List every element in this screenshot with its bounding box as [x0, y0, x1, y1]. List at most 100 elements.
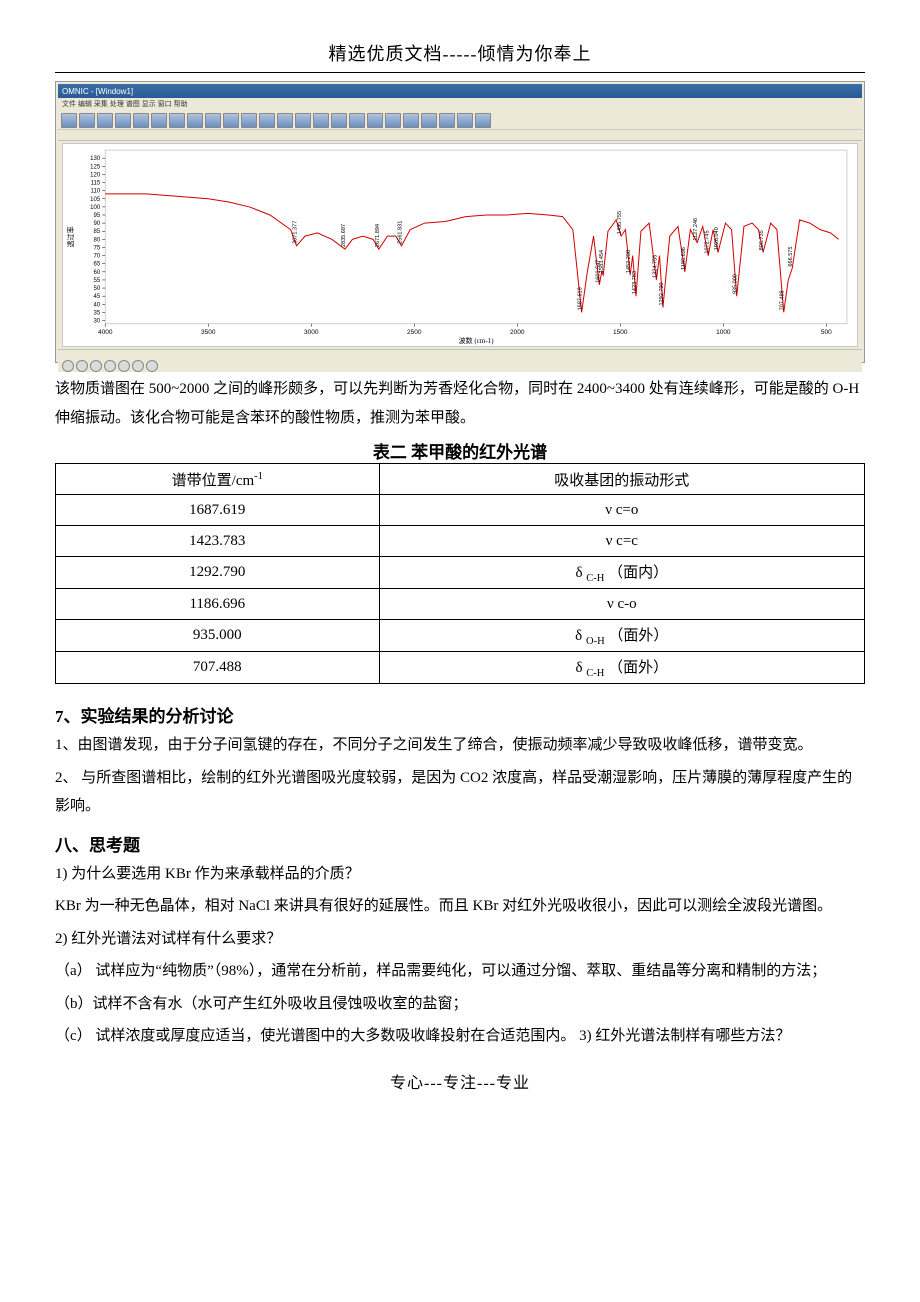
toolbar-icon: [187, 113, 203, 128]
toolbar-icon: [277, 113, 293, 128]
svg-text:1495.755: 1495.755: [617, 211, 623, 234]
spectrum-svg: 3035404550556065707580859095100105110115…: [63, 144, 857, 346]
analysis-paragraph-1: 该物质谱图在 500~2000 之间的峰形颇多，可以先判断为芳香烃化合物，同时在…: [55, 375, 865, 432]
svg-text:666.575: 666.575: [788, 247, 794, 267]
svg-text:30: 30: [93, 319, 100, 325]
toolbar-icon: [475, 113, 491, 128]
status-icon: [118, 360, 130, 372]
toolbar-icon: [97, 113, 113, 128]
toolbar-icon: [223, 113, 239, 128]
svg-text:70: 70: [93, 254, 100, 260]
svg-text:35: 35: [93, 310, 100, 316]
toolbar-icon: [241, 113, 257, 128]
svg-text:透过率: 透过率: [66, 226, 75, 247]
header-left-sup: -1: [254, 471, 263, 482]
toolbar-icon: [313, 113, 329, 128]
cell-sub: C-H: [586, 573, 604, 584]
window-titlebar: OMNIC - [Window1]: [58, 84, 862, 98]
toolbar-icon: [439, 113, 455, 128]
cell-right: ν c=o: [379, 495, 864, 526]
cell-left: 935.000: [56, 620, 380, 652]
answer-2c: （c） 试样浓度或厚度应适当，使光谱图中的大多数吸收峰投射在合适范围内。 3) …: [55, 1022, 865, 1051]
svg-text:100: 100: [90, 205, 101, 211]
svg-text:1000: 1000: [716, 329, 731, 336]
page-header: 精选优质文档-----倾情为你奉上: [55, 40, 865, 66]
toolbar-icon: [205, 113, 221, 128]
table-row: 1423.783 ν c=c: [56, 526, 865, 557]
toolbar-icon: [349, 113, 365, 128]
svg-text:1072.745: 1072.745: [704, 230, 710, 253]
svg-text:55: 55: [93, 278, 100, 284]
status-icon: [104, 360, 116, 372]
svg-text:1324.755: 1324.755: [652, 255, 658, 278]
cell-prefix: δ: [575, 628, 586, 644]
question-2: 2) 红外光谱法对试样有什么要求？: [55, 925, 865, 954]
toolbar-icon: [421, 113, 437, 128]
svg-text:50: 50: [93, 286, 100, 292]
table-row: 1186.696 ν c-o: [56, 589, 865, 620]
cell-left: 1423.783: [56, 526, 380, 557]
toolbar-icon: [295, 113, 311, 128]
cell-right: δ C-H （面内）: [379, 557, 864, 589]
window-menubar: 文件 编辑 采集 处理 谱图 显示 窗口 帮助: [58, 98, 862, 112]
table-row: 935.000 δ O-H （面外）: [56, 620, 865, 652]
cell-right: ν c-o: [379, 589, 864, 620]
table-header-left: 谱带位置/cm-1: [56, 464, 380, 495]
section-7-head: 7、实验结果的分析讨论: [55, 702, 865, 727]
svg-text:2671.894: 2671.894: [375, 224, 381, 247]
cell-suffix: （面外）: [604, 660, 668, 676]
toolbar-icon: [385, 113, 401, 128]
toolbar-icon: [151, 113, 167, 128]
svg-text:2835.687: 2835.687: [341, 224, 347, 247]
table-row: 谱带位置/cm-1 吸收基团的振动形式: [56, 464, 865, 495]
svg-text:60: 60: [93, 270, 100, 276]
question-1: 1) 为什么要选用 KBr 作为来承载样品的介质？: [55, 860, 865, 889]
table-row: 1687.619 ν c=o: [56, 495, 865, 526]
window-statusbar: [58, 360, 862, 372]
svg-text:1127.246: 1127.246: [693, 218, 699, 241]
svg-text:3500: 3500: [201, 329, 216, 336]
titlebar-text: OMNIC - [Window1]: [62, 87, 133, 96]
svg-text:3000: 3000: [304, 329, 319, 336]
cell-sub: O-H: [586, 636, 605, 647]
svg-text:110: 110: [91, 189, 101, 195]
toolbar-icon: [403, 113, 419, 128]
table-row: 1292.790 δ C-H （面内）: [56, 557, 865, 589]
section-7-p1: 1、由图谱发现，由于分子间氢键的存在，不同分子之间发生了缔合，使振动频率减少导致…: [55, 731, 865, 760]
svg-text:80: 80: [93, 237, 100, 243]
svg-text:806.735: 806.735: [759, 230, 765, 250]
svg-text:105: 105: [90, 197, 101, 203]
spectrum-window: OMNIC - [Window1] 文件 编辑 采集 处理 谱图 显示 窗口 帮…: [55, 81, 865, 363]
svg-text:1423.783: 1423.783: [632, 271, 638, 294]
svg-text:75: 75: [93, 245, 100, 251]
svg-text:1687.619: 1687.619: [578, 287, 584, 310]
status-icon: [132, 360, 144, 372]
cell-right: ν c=c: [379, 526, 864, 557]
toolbar-icon: [259, 113, 275, 128]
header-divider: [55, 72, 865, 73]
cell-right: δ O-H （面外）: [379, 620, 864, 652]
window-toolbar: [58, 112, 862, 130]
svg-text:2561.831: 2561.831: [398, 221, 404, 244]
table-header-right: 吸收基团的振动形式: [379, 464, 864, 495]
toolbar-icon: [457, 113, 473, 128]
svg-text:3071.377: 3071.377: [293, 221, 299, 244]
answer-2a: （a） 试样应为“纯物质”（98%），通常在分析前，样品需要纯化，可以通过分馏、…: [55, 957, 865, 986]
svg-text:130: 130: [90, 156, 101, 162]
section-8-head: 八、思考题: [55, 831, 865, 856]
cell-left: 1687.619: [56, 495, 380, 526]
toolbar-icon: [115, 113, 131, 128]
page-footer: 专心---专注---专业: [55, 1069, 865, 1093]
svg-text:115: 115: [91, 181, 101, 187]
spectrum-plot: 3035404550556065707580859095100105110115…: [62, 143, 858, 347]
cell-left: 1292.790: [56, 557, 380, 589]
answer-2b: （b）试样不含有水（水可产生红外吸收且侵蚀吸收室的盐窗；: [55, 990, 865, 1019]
svg-text:65: 65: [93, 262, 100, 268]
cell-left: 1186.696: [56, 589, 380, 620]
table2-title: 表二 苯甲酸的红外光谱: [55, 438, 865, 463]
svg-text:1292.790: 1292.790: [659, 282, 665, 305]
svg-text:120: 120: [90, 172, 101, 178]
svg-text:4000: 4000: [98, 329, 113, 336]
svg-text:125: 125: [90, 164, 101, 170]
svg-text:1026.040: 1026.040: [714, 227, 720, 250]
